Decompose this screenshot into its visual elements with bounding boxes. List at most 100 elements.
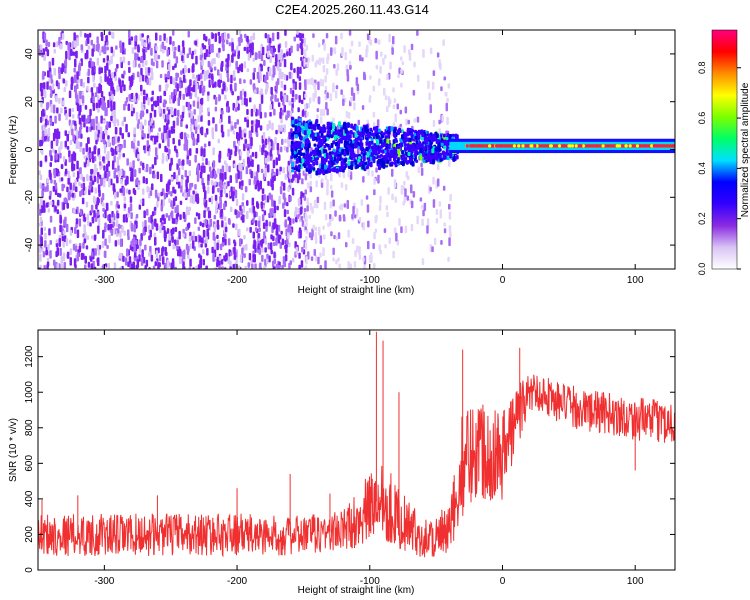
spectrogram-noise-cell — [207, 91, 210, 96]
spectrogram-noise-cell — [207, 111, 210, 117]
spectrogram-carrier-line — [449, 138, 675, 154]
spectrogram-noise-cell — [166, 122, 169, 131]
spectrogram-noise-cell — [146, 140, 149, 147]
spectrogram-band-cell — [351, 140, 355, 144]
spectrogram-noise-cell — [325, 102, 328, 110]
spectrogram-noise-cell — [110, 115, 113, 121]
spectrogram-noise-cell — [419, 197, 423, 202]
spectrogram-noise-cell — [279, 146, 283, 153]
spectrogram-noise-cell — [129, 79, 132, 88]
spectrogram-noise-cell — [426, 225, 429, 234]
spectrogram-noise-cell — [71, 153, 74, 163]
spectrogram-noise-cell — [75, 94, 79, 103]
spectrogram-noise-cell — [253, 104, 256, 113]
spectrogram-noise-cell — [265, 219, 268, 227]
spectrogram-noise-cell — [286, 110, 290, 119]
spectrogram-noise-cell — [179, 50, 182, 56]
spectrogram-noise-cell — [358, 41, 361, 47]
spectrogram-band-cell — [397, 145, 400, 150]
spectrogram-noise-cell — [139, 33, 142, 42]
spectrogram-noise-cell — [191, 117, 194, 125]
spectrogram-noise-cell — [47, 244, 50, 251]
spectrogram-band-cell — [367, 134, 371, 138]
spectrogram-noise-cell — [213, 66, 217, 71]
spectrogram-noise-cell — [384, 244, 387, 249]
spectrogram-noise-cell — [47, 136, 50, 142]
spectrogram-noise-cell — [133, 95, 136, 102]
spectrogram-noise-cell — [321, 178, 324, 183]
spectrogram-noise-cell — [307, 102, 310, 109]
spectrogram-noise-cell — [397, 73, 400, 79]
spectrogram-noise-cell — [72, 243, 76, 251]
carrier-line-peak — [561, 144, 566, 148]
spectrogram-noise-cell — [443, 222, 446, 227]
spectrogram-noise-cell — [259, 73, 262, 82]
spectrogram-band-cell — [340, 160, 344, 167]
spectrogram-noise-cell — [289, 87, 293, 94]
spectrogram-band-cell — [346, 151, 350, 155]
spectrogram-noise-cell — [272, 266, 276, 269]
spectrogram-noise-cell — [272, 73, 275, 78]
spectrogram-noise-cell — [440, 86, 443, 92]
spectrogram-noise-cell — [246, 200, 249, 206]
spectrogram-noise-cell — [114, 67, 118, 73]
spectrogram-band-cell — [325, 152, 329, 156]
spectrogram-noise-cell — [242, 159, 246, 167]
spectrogram-noise-cell — [408, 49, 411, 56]
spectrogram-noise-cell — [88, 32, 92, 38]
spectrogram-noise-cell — [164, 262, 167, 269]
spectrogram-noise-cell — [194, 217, 197, 224]
spectrogram-noise-cell — [108, 31, 111, 36]
spectrogram-noise-cell — [41, 190, 44, 198]
spectrogram-noise-cell — [60, 177, 64, 182]
spectrogram-band-cell — [386, 138, 390, 145]
spectrogram-noise-cell — [361, 105, 365, 110]
spectrogram-noise-cell — [322, 108, 325, 117]
spectrogram-noise-cell — [214, 106, 218, 112]
spectrogram-noise-cell — [325, 33, 329, 39]
spectrogram-band-cell — [303, 165, 307, 169]
spectrogram-noise-cell — [192, 137, 195, 146]
spectrogram-noise-cell — [107, 262, 110, 269]
spectrogram-noise-cell — [91, 216, 95, 224]
spectrogram-noise-cell — [140, 121, 143, 131]
carrier-line-peak — [579, 144, 583, 148]
spectrogram-noise-cell — [309, 180, 312, 186]
spectrogram-noise-cell — [358, 246, 361, 253]
spectrogram-noise-cell — [365, 48, 368, 58]
spectrogram-noise-cell — [448, 158, 451, 167]
spectrogram-noise-cell — [156, 98, 160, 107]
spectrogram-noise-cell — [273, 200, 276, 208]
spectrogram-noise-cell — [278, 154, 281, 162]
spectrogram-noise-cell — [227, 255, 230, 264]
spectrogram-band-cell — [406, 131, 410, 137]
spectrogram-noise-cell — [145, 163, 149, 173]
spectrogram-noise-cell — [59, 247, 62, 256]
spectrogram-band-cell — [365, 146, 369, 152]
spectrogram-noise-cell — [80, 173, 83, 181]
spectrogram-band-cell — [345, 147, 349, 153]
spectrogram-noise-cell — [357, 119, 360, 126]
spectrogram-noise-cell — [109, 223, 112, 230]
spectrogram-noise-cell — [53, 179, 57, 185]
spectrogram-noise-cell — [158, 262, 161, 268]
spectrogram-noise-cell — [297, 198, 301, 204]
spectrogram-band-cell — [349, 130, 353, 134]
spectrogram-noise-cell — [257, 233, 260, 239]
spectrogram-noise-cell — [367, 167, 370, 176]
spectrogram-noise-cell — [98, 67, 101, 75]
spectrogram-y-tick-label: -40 — [24, 237, 35, 252]
spectrogram-noise-cell — [367, 240, 370, 250]
spectrogram-noise-cell — [54, 115, 57, 124]
spectrogram-noise-cell — [108, 213, 111, 222]
spectrogram-noise-cell — [60, 263, 63, 269]
spectrogram-noise-cell — [421, 258, 425, 266]
spectrogram-noise-cell — [191, 50, 195, 56]
spectrogram-noise-cell — [393, 227, 397, 234]
spectrogram-noise-cell — [91, 48, 94, 57]
spectrogram-noise-cell — [143, 42, 147, 47]
spectrogram-noise-cell — [253, 211, 256, 218]
spectrogram-noise-cell — [287, 231, 290, 240]
spectrogram-noise-cell — [144, 220, 147, 229]
spectrogram-noise-cell — [115, 219, 119, 228]
